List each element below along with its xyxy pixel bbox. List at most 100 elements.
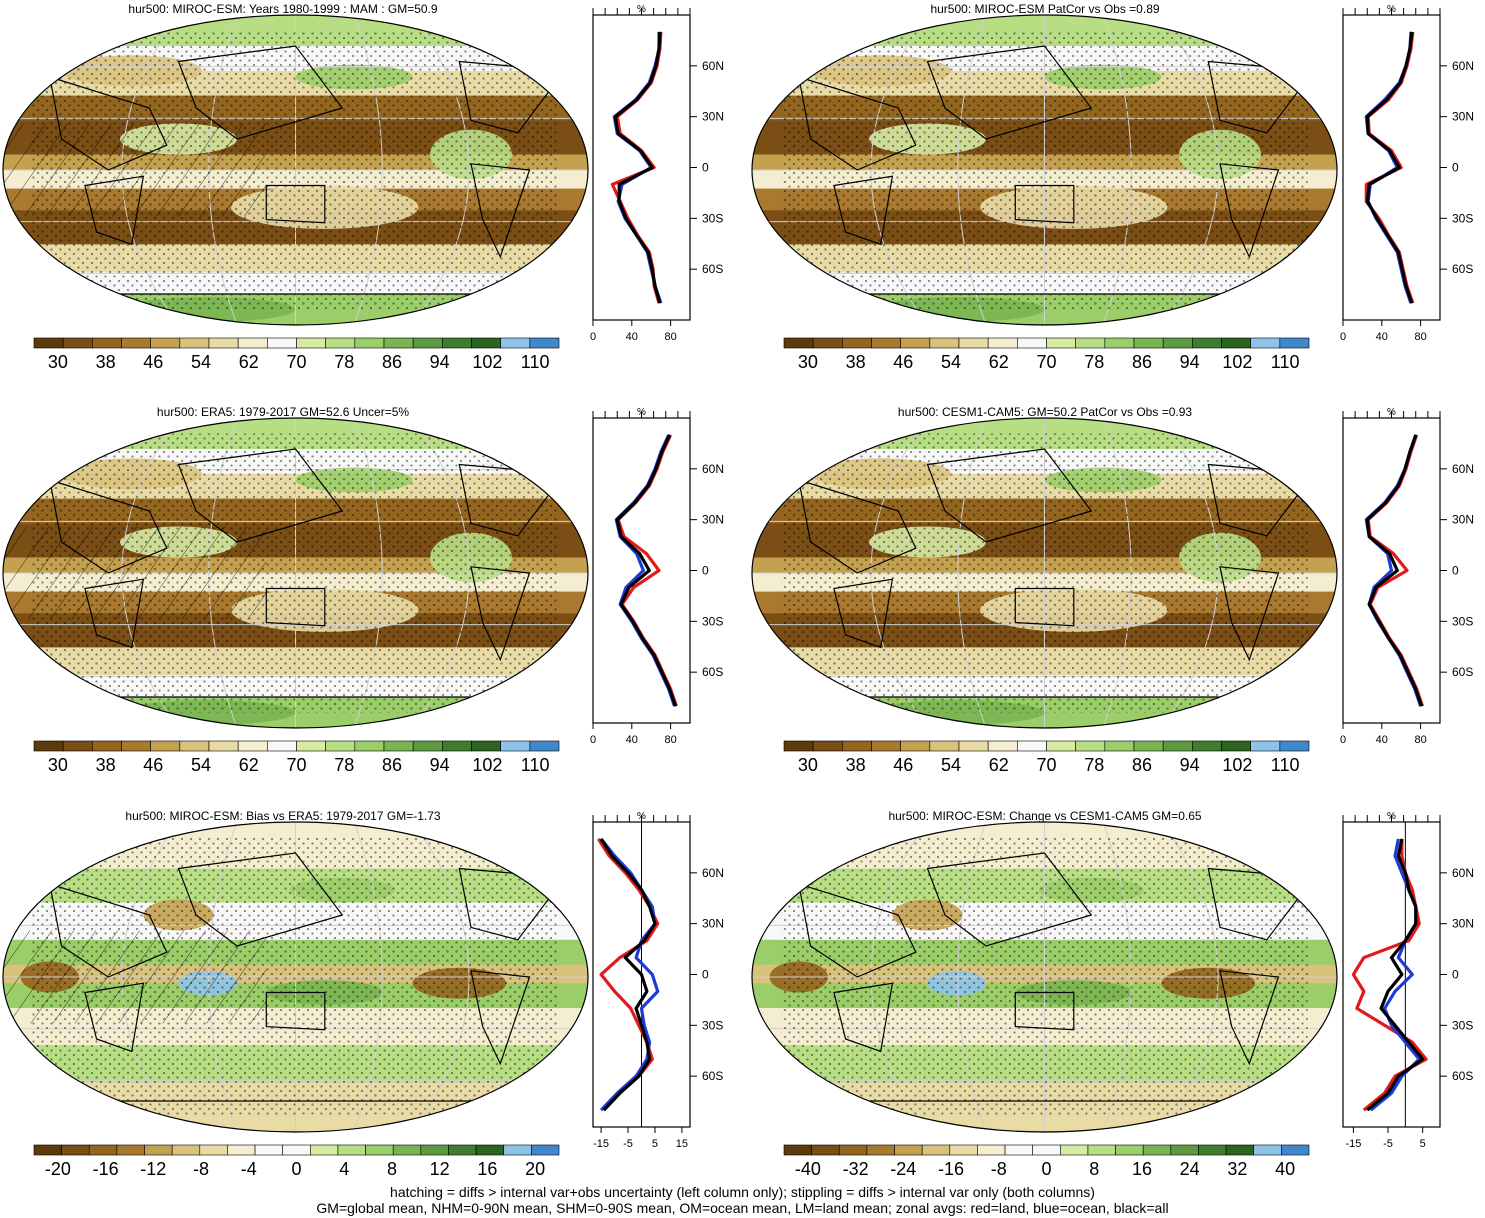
colorbar-tick-label: 62	[239, 755, 259, 775]
colorbar-tick-label: 0	[1041, 1159, 1051, 1179]
colorbar-tick-label: 94	[1180, 755, 1200, 775]
colorbar-swatch	[471, 337, 501, 349]
profile-x-tick-label: 40	[1376, 734, 1388, 746]
colorbar-swatch	[179, 740, 210, 752]
colorbar-swatch	[1250, 740, 1281, 752]
map-border	[751, 14, 1338, 326]
colorbar-swatch	[227, 1144, 256, 1156]
colorbar-swatch	[33, 740, 64, 752]
colorbar-swatch	[325, 740, 356, 752]
profile-y-tick-label: 30S	[1452, 1018, 1473, 1032]
colorbar-swatch	[1198, 1144, 1227, 1156]
colorbar-swatch	[121, 337, 151, 349]
colorbar-tick-label: -12	[140, 1159, 166, 1179]
colorbar-tick-label: 102	[1222, 755, 1252, 775]
colorbar-tick-label: 46	[143, 352, 163, 372]
colorbar-swatch	[33, 337, 64, 349]
colorbar-tick-label: 30	[798, 352, 818, 372]
profile-series-all	[615, 434, 678, 707]
colorbar-tick-label: 110	[1271, 352, 1300, 372]
panel-title: hur500: ERA5: 1979-2017 GM=52.6 Uncer=5%	[157, 405, 409, 419]
map-field	[752, 418, 1337, 728]
colorbar-tick-label: 38	[96, 755, 116, 775]
colorbar-tick-label: 110	[521, 352, 550, 372]
colorbar-tick-label: 30	[798, 755, 818, 775]
profile-y-tick-label: 60N	[1452, 866, 1474, 880]
colorbar-swatch	[412, 337, 443, 349]
hatching	[3, 930, 267, 1024]
colorbar-tick-label: 46	[893, 755, 913, 775]
colorbar-tick-label: 78	[334, 352, 354, 372]
colorbar-tick-label: 70	[1036, 352, 1056, 372]
colorbar-swatch	[929, 337, 960, 349]
colorbar-tick-label: 24	[1180, 1159, 1200, 1179]
colorbar-swatch	[1250, 337, 1281, 349]
profile-x-tick-label: 40	[626, 331, 638, 343]
colorbar-tick-label: -16	[938, 1159, 964, 1179]
colorbar-swatch	[1279, 337, 1310, 349]
colorbar-tick-label: 12	[430, 1159, 450, 1179]
colorbar-swatch	[420, 1144, 449, 1156]
profile-y-tick-label: 30S	[702, 1018, 723, 1032]
map-field	[752, 822, 1337, 1132]
colorbar-swatch	[282, 1144, 311, 1156]
footer-line-2: GM=global mean, NHM=0-90N mean, SHM=0-90…	[316, 1200, 1169, 1216]
colorbar-tick-label: 38	[846, 352, 866, 372]
colorbar-swatch	[866, 1144, 895, 1156]
colorbar-swatch	[208, 337, 239, 349]
profile-y-tick-label: 30S	[1452, 211, 1473, 225]
map-border	[751, 821, 1338, 1133]
colorbar-swatch	[365, 1144, 394, 1156]
profile-y-tick-label: 30N	[1452, 917, 1474, 931]
colorbar-swatch	[237, 337, 268, 349]
map-field	[3, 15, 588, 325]
profile-y-tick-label: 30S	[1452, 614, 1473, 628]
colorbar-swatch	[1104, 337, 1135, 349]
profile-x-tick-label: 0	[1340, 734, 1346, 746]
colorbar-tick-label: 30	[48, 352, 68, 372]
colorbar-swatch	[354, 740, 385, 752]
colorbar-swatch	[1115, 1144, 1144, 1156]
stippling	[781, 433, 1308, 713]
colorbar-swatch	[337, 1144, 366, 1156]
colorbar-tick-label: 16	[1132, 1159, 1152, 1179]
colorbar-swatch	[1133, 337, 1164, 349]
profile-series-ocean	[1364, 434, 1423, 707]
colorbar-tick-label: -20	[45, 1159, 71, 1179]
colorbar-swatch	[503, 1144, 532, 1156]
stippling	[781, 30, 1308, 310]
profile-series-all	[613, 31, 662, 304]
profile-x-tick-label: -5	[1383, 1138, 1393, 1150]
colorbar-swatch	[325, 337, 356, 349]
colorbar-swatch	[1075, 740, 1106, 752]
colorbar-swatch	[1281, 1144, 1310, 1156]
profile-x-tick-label: 80	[664, 734, 676, 746]
colorbar-swatch	[442, 337, 472, 349]
profile-x-tick-label: 5	[652, 1138, 658, 1150]
colorbar-swatch	[448, 1144, 477, 1156]
footer-line-1: hatching = diffs > internal var+obs unce…	[390, 1184, 1095, 1200]
colorbar-tick-label: 78	[1084, 755, 1104, 775]
map-border	[2, 14, 589, 326]
panel-title: hur500: MIROC-ESM: Bias vs ERA5: 1979-20…	[125, 809, 440, 823]
colorbar-swatch	[310, 1144, 339, 1156]
colorbar-swatch	[296, 740, 326, 752]
colorbar-swatch	[1192, 337, 1222, 349]
colorbar-tick-label: -16	[93, 1159, 119, 1179]
colorbar-tick-label: 94	[430, 755, 450, 775]
colorbar-swatch	[500, 740, 531, 752]
profile-series-land	[597, 838, 660, 1112]
profile-y-tick-label: 60S	[702, 262, 723, 276]
profile-y-tick-label: 0	[702, 564, 709, 578]
colorbar-swatch	[949, 1144, 978, 1156]
colorbar-tick-label: 62	[239, 352, 259, 372]
colorbar-swatch	[116, 1144, 145, 1156]
colorbar-swatch	[33, 1144, 62, 1156]
colorbar-tick-label: -4	[241, 1159, 257, 1179]
colorbar-swatch	[383, 337, 414, 349]
colorbar-swatch	[62, 337, 93, 349]
colorbar-swatch	[812, 740, 843, 752]
colorbar-tick-label: 102	[472, 755, 502, 775]
colorbar-swatch	[208, 740, 239, 752]
colorbar-tick-label: 94	[430, 352, 450, 372]
